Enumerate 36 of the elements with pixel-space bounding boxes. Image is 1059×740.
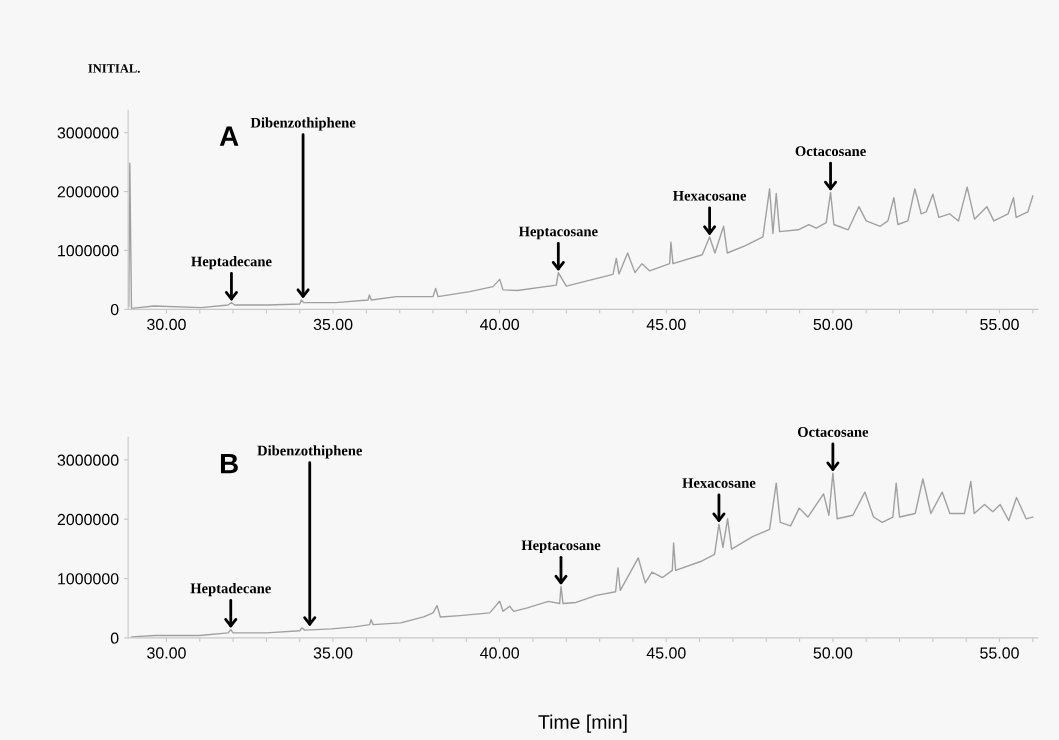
annotation: Heptacosane: [518, 226, 598, 240]
x-axis-title: Time [min]: [538, 714, 627, 733]
y-tick-label: 1000000: [58, 245, 119, 257]
y-tick-label: 1000000: [58, 573, 119, 585]
x-tick-label: 55.00: [980, 318, 1019, 331]
annotation: Dibenzothiphene: [257, 445, 363, 459]
y-tick-label: 2000000: [57, 186, 119, 198]
annotation: Dibenzothiphene: [250, 117, 356, 131]
x-tick-label: 45.00: [646, 647, 686, 659]
annotation: Heptacosane: [521, 540, 601, 554]
x-tick-label: 30.00: [147, 647, 186, 659]
x-tick-label: 40.00: [480, 647, 520, 659]
line-series: [128, 162, 1034, 310]
y-tick-label: 0: [110, 632, 119, 644]
x-tick-label: 30.00: [147, 318, 186, 331]
annotation: Hexacosane: [672, 190, 747, 201]
y-tick-label: 0: [110, 303, 119, 316]
y-tick-label: 3000000: [57, 454, 119, 466]
annotation: Heptadecane: [190, 583, 271, 597]
x-tick-label: 50.00: [813, 647, 853, 659]
x-tick-label: 35.00: [313, 647, 353, 659]
chart-title: B: [220, 454, 238, 474]
y-tick-label: 2000000: [57, 513, 119, 526]
annotation: Octacosane: [797, 427, 869, 437]
line-series: [131, 472, 1034, 638]
y-tick-label: 3000000: [57, 127, 119, 139]
x-tick-label: 40.00: [480, 318, 520, 331]
chart-title: A: [219, 126, 239, 146]
x-tick-label: 55.00: [980, 647, 1019, 659]
x-tick-label: 50.00: [813, 318, 853, 331]
x-tick-label: 35.00: [313, 318, 353, 331]
annotation: Heptadecane: [191, 256, 272, 270]
annotation: Octacosane: [795, 146, 866, 157]
x-tick-label: 45.00: [646, 318, 686, 331]
text: INITIAL.: [88, 64, 140, 73]
annotation: Hexacosane: [682, 478, 756, 488]
